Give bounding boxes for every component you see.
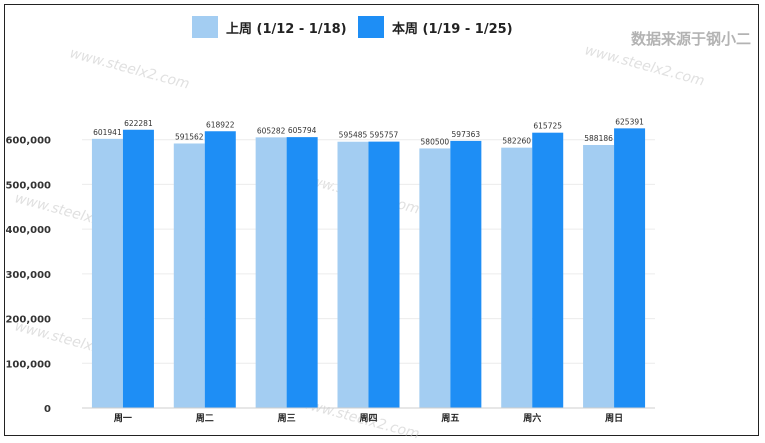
bar-this-week[interactable] bbox=[368, 141, 400, 408]
bar-value-label: 597363 bbox=[452, 130, 481, 139]
y-tick-label: 600,000 bbox=[5, 136, 51, 147]
legend-item-this-week[interactable]: 本周 (1/19 - 1/25) bbox=[358, 16, 513, 38]
y-tick-label: 300,000 bbox=[5, 270, 51, 281]
y-tick-label: 100,000 bbox=[5, 359, 51, 370]
bar-last-week[interactable] bbox=[91, 138, 123, 408]
chart-legend: 上周 (1/12 - 1/18) 本周 (1/19 - 1/25) bbox=[0, 16, 765, 46]
bar-last-week[interactable] bbox=[419, 148, 451, 408]
source-label: 数据来源于钢小二 bbox=[630, 30, 751, 48]
bar-value-label: 625391 bbox=[615, 117, 644, 126]
bar-last-week[interactable] bbox=[173, 143, 205, 408]
bar-value-label: 582260 bbox=[502, 137, 531, 146]
y-tick-label: 200,000 bbox=[5, 315, 51, 326]
x-tick-label: 周四 bbox=[359, 413, 377, 424]
bar-value-label: 580500 bbox=[421, 137, 450, 146]
x-tick-label: 周日 bbox=[605, 413, 623, 424]
bar-this-week[interactable] bbox=[614, 128, 646, 408]
x-tick-label: 周三 bbox=[278, 413, 296, 424]
bar-value-label: 595757 bbox=[370, 131, 399, 140]
bar-value-label: 605282 bbox=[257, 126, 286, 135]
bar-last-week[interactable] bbox=[255, 137, 287, 408]
bar-value-label: 622281 bbox=[124, 119, 153, 128]
bar-this-week[interactable] bbox=[122, 129, 154, 408]
bar-value-label: 615725 bbox=[533, 122, 562, 131]
legend-swatch-last-week bbox=[192, 16, 218, 38]
legend-item-last-week[interactable]: 上周 (1/12 - 1/18) bbox=[192, 16, 347, 38]
x-tick-label: 周一 bbox=[114, 413, 132, 424]
legend-label-this-week: 本周 (1/19 - 1/25) bbox=[392, 21, 513, 37]
bar-value-label: 595485 bbox=[339, 131, 368, 140]
bar-this-week[interactable] bbox=[532, 132, 564, 408]
x-tick-label: 周五 bbox=[441, 413, 459, 424]
legend-swatch-this-week bbox=[358, 16, 384, 38]
bar-this-week[interactable] bbox=[450, 140, 482, 408]
x-tick-label: 周六 bbox=[523, 412, 541, 424]
bar-value-label: 601941 bbox=[93, 128, 122, 137]
bar-last-week[interactable] bbox=[337, 141, 369, 408]
bar-this-week[interactable] bbox=[204, 131, 236, 408]
bar-last-week[interactable] bbox=[501, 147, 533, 408]
x-tick-label: 周二 bbox=[196, 413, 214, 424]
y-tick-label: 500,000 bbox=[5, 180, 51, 191]
bar-value-label: 618922 bbox=[206, 120, 235, 129]
y-tick-label: 0 bbox=[44, 404, 51, 415]
bar-last-week[interactable] bbox=[583, 144, 615, 408]
bar-this-week[interactable] bbox=[286, 137, 318, 408]
y-tick-label: 400,000 bbox=[5, 225, 51, 236]
bar-value-label: 591562 bbox=[175, 132, 204, 141]
bar-value-label: 605794 bbox=[288, 126, 317, 135]
legend-label-last-week: 上周 (1/12 - 1/18) bbox=[226, 21, 347, 37]
bar-value-label: 588186 bbox=[584, 134, 613, 143]
